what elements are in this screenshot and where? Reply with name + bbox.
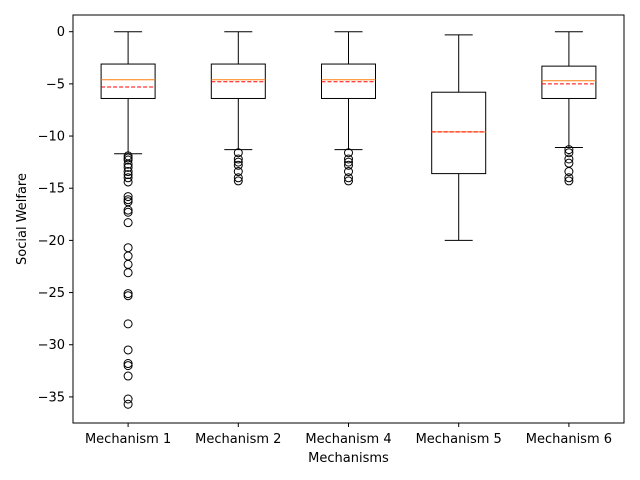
outlier-point	[123, 173, 133, 183]
x-tick-label: Mechanism 1	[85, 432, 171, 447]
outlier-point	[123, 218, 133, 228]
outlier-point	[123, 205, 133, 215]
outlier-point	[564, 145, 574, 155]
outlier-point	[123, 177, 133, 187]
outlier-point	[233, 157, 243, 167]
outlier-point	[123, 268, 133, 278]
box-group-4	[431, 34, 487, 241]
outlier-point	[123, 394, 133, 404]
outlier-point	[123, 399, 133, 409]
box-iqr	[210, 63, 266, 99]
outlier-point	[123, 195, 133, 205]
y-tick-label: −25	[38, 286, 65, 301]
outlier-point	[344, 176, 353, 186]
y-axis-title: Social Welfare	[15, 173, 30, 265]
outlier-point	[123, 197, 133, 207]
outlier-point	[344, 167, 353, 177]
outlier-point	[344, 148, 353, 158]
outlier-point	[233, 148, 243, 158]
outlier-point	[123, 259, 133, 269]
outlier-point	[123, 159, 133, 169]
box-iqr	[100, 63, 156, 99]
outlier-point	[123, 155, 133, 165]
outlier-point	[123, 291, 133, 301]
outlier-point	[123, 243, 133, 253]
outlier-point	[233, 176, 243, 186]
outlier-point	[564, 173, 574, 183]
box-group-3	[321, 31, 376, 186]
outlier-point	[123, 207, 133, 217]
outlier-point	[344, 154, 353, 164]
outlier-point	[123, 345, 133, 355]
y-tick-label: −20	[38, 234, 65, 249]
box-group-2	[210, 31, 266, 186]
outlier-point	[123, 371, 133, 381]
box-group-1	[100, 31, 156, 409]
outlier-point	[123, 153, 133, 163]
box-iqr	[541, 65, 597, 99]
box-group-5	[541, 31, 597, 186]
x-tick-label: Mechanism 6	[526, 432, 612, 447]
outlier-point	[123, 359, 133, 369]
x-tick-label: Mechanism 5	[416, 432, 502, 447]
outlier-point	[344, 160, 353, 170]
outlier-point	[123, 162, 133, 172]
x-tick-label: Mechanism 4	[305, 432, 391, 447]
plot-area	[100, 31, 597, 409]
y-tick-label: −15	[38, 182, 65, 197]
outlier-point	[564, 176, 574, 186]
axes-frame	[72, 14, 625, 424]
outlier-point	[233, 154, 243, 164]
outlier-point	[123, 251, 133, 261]
outlier-point	[233, 160, 243, 170]
outlier-point	[123, 319, 133, 329]
outlier-point	[564, 148, 574, 158]
outlier-point	[233, 167, 243, 177]
x-axis-title: Mechanisms	[308, 451, 389, 466]
outlier-point	[233, 173, 243, 183]
outlier-point	[564, 154, 574, 164]
outlier-point	[123, 289, 133, 299]
y-tick-label: 0	[57, 25, 65, 40]
outlier-point	[564, 167, 574, 177]
x-tick-label: Mechanism 2	[195, 432, 281, 447]
outlier-point	[123, 170, 133, 180]
axes: Mechanism 1 Mechanism 2 Mechanism 4 Mechani…	[38, 25, 612, 447]
y-tick-label: −5	[46, 77, 65, 92]
outlier-point	[344, 173, 353, 183]
y-tick-label: −10	[38, 130, 65, 145]
y-tick-label: −35	[38, 390, 65, 405]
box-iqr	[431, 91, 487, 175]
outlier-point	[344, 157, 353, 167]
y-tick-label: −30	[38, 338, 65, 353]
box-iqr	[321, 63, 376, 99]
outlier-point	[123, 192, 133, 202]
outlier-point	[123, 361, 133, 371]
outlier-point	[123, 167, 133, 177]
